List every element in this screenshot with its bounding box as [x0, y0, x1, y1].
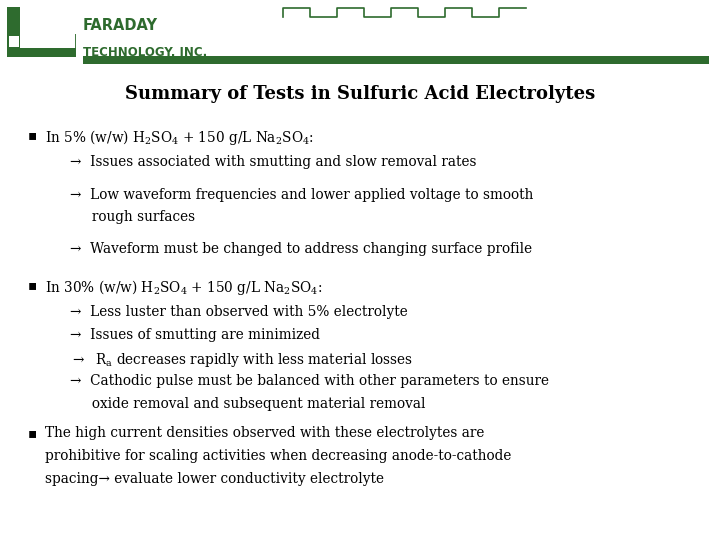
Text: The high current densities observed with these electrolytes are: The high current densities observed with… [45, 426, 485, 440]
Bar [7, 48, 76, 57]
Text: →  Issues associated with smutting and slow removal rates: → Issues associated with smutting and sl… [70, 155, 477, 169]
Text: $\mathregular{\rightarrow}$  $\mathregular{R_a}$ decreases rapidly with less mat: $\mathregular{\rightarrow}$ $\mathregula… [70, 351, 413, 369]
Text: spacing→ evaluate lower conductivity electrolyte: spacing→ evaluate lower conductivity ele… [45, 472, 384, 486]
Text: →  Low waveform frequencies and lower applied voltage to smooth: → Low waveform frequencies and lower app… [70, 188, 534, 202]
Text: ▪: ▪ [28, 278, 37, 292]
Text: →  Waveform must be changed to address changing surface profile: → Waveform must be changed to address ch… [70, 242, 532, 256]
Bar [19, 7, 76, 23]
Text: In 5% (w/w) $\mathregular{H_2SO_4}$ + 150 g/L $\mathregular{Na_2SO_4}$:: In 5% (w/w) $\mathregular{H_2SO_4}$ + 15… [45, 128, 314, 147]
Text: Summary of Tests in Sulfuric Acid Electrolytes: Summary of Tests in Sulfuric Acid Electr… [125, 85, 595, 103]
Text: →  Issues of smutting are minimized: → Issues of smutting are minimized [70, 328, 320, 342]
Text: In 30% (w/w) $\mathregular{H_2SO_4}$ + 150 g/L $\mathregular{Na_2SO_4}$:: In 30% (w/w) $\mathregular{H_2SO_4}$ + 1… [45, 278, 323, 297]
Text: rough surfaces: rough surfaces [70, 210, 195, 224]
Bar [9, 36, 19, 47]
Text: ▪: ▪ [28, 426, 37, 440]
Text: →  Cathodic pulse must be balanced with other parameters to ensure: → Cathodic pulse must be balanced with o… [70, 374, 549, 388]
Bar [19, 22, 76, 35]
Text: ▪: ▪ [28, 128, 37, 142]
Bar [7, 7, 19, 53]
Text: oxide removal and subsequent material removal: oxide removal and subsequent material re… [70, 397, 426, 411]
Text: →  Less luster than observed with 5% electrolyte: → Less luster than observed with 5% elec… [70, 305, 408, 319]
Text: prohibitive for scaling activities when decreasing anode-to-cathode: prohibitive for scaling activities when … [45, 449, 511, 463]
Text: TECHNOLOGY, INC.: TECHNOLOGY, INC. [83, 46, 207, 59]
Text: FARADAY: FARADAY [83, 18, 158, 33]
